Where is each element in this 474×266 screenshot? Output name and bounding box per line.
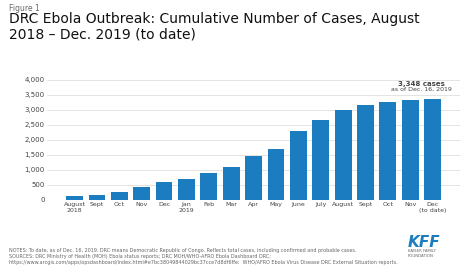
Bar (290, 131, 307, 200)
Bar (178, 178, 195, 200)
Text: 3,348 cases: 3,348 cases (398, 81, 445, 87)
Text: as of Dec. 16, 2019: as of Dec. 16, 2019 (391, 87, 452, 92)
Bar (380, 102, 396, 200)
Bar (155, 182, 173, 200)
Bar (268, 149, 284, 200)
Bar (111, 192, 128, 200)
Text: Figure 1: Figure 1 (9, 4, 40, 13)
Bar (424, 99, 441, 200)
Text: 2018 – Dec. 2019 (to date): 2018 – Dec. 2019 (to date) (9, 28, 196, 42)
Bar (89, 195, 105, 200)
Bar (357, 105, 374, 200)
Bar (312, 120, 329, 200)
Bar (133, 187, 150, 200)
Text: KFF: KFF (408, 235, 440, 250)
Bar (223, 167, 239, 200)
Bar (335, 110, 352, 200)
Bar (245, 156, 262, 200)
Bar (402, 101, 419, 200)
Bar (66, 196, 83, 200)
Bar (201, 173, 217, 200)
Text: KAISER FAMILY
FOUNDATION: KAISER FAMILY FOUNDATION (408, 250, 436, 258)
Text: DRC Ebola Outbreak: Cumulative Number of Cases, August: DRC Ebola Outbreak: Cumulative Number of… (9, 12, 420, 26)
Text: NOTES: To date, as of Dec. 16, 2019. DRC means Democratic Republic of Congo. Ref: NOTES: To date, as of Dec. 16, 2019. DRC… (9, 248, 398, 265)
